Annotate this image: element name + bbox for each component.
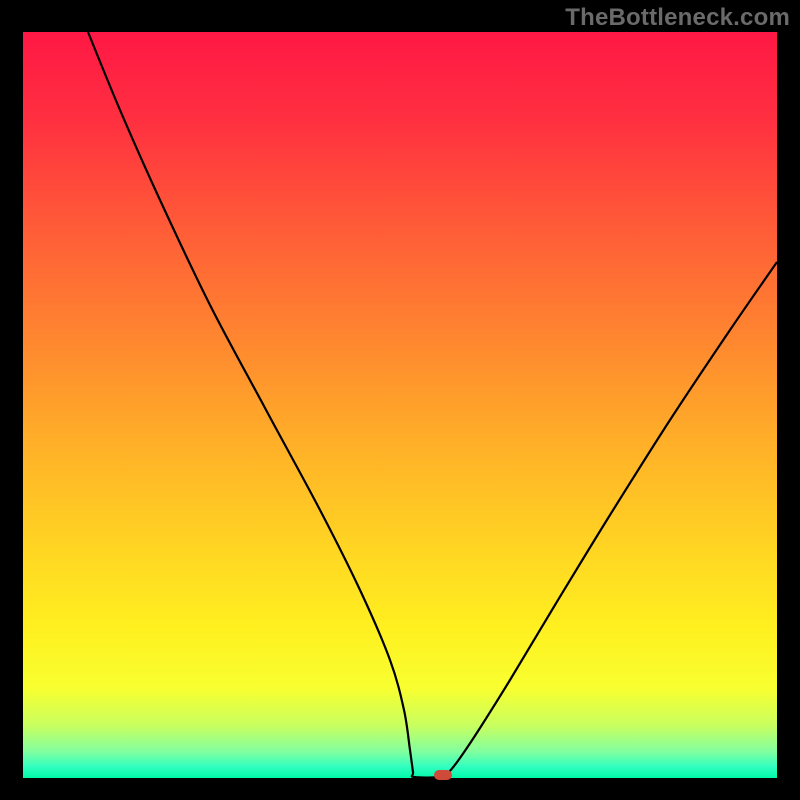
chart-container: TheBottleneck.com bbox=[0, 0, 800, 800]
optimal-point-marker bbox=[434, 770, 452, 780]
plot-background bbox=[23, 32, 777, 778]
watermark-text: TheBottleneck.com bbox=[565, 4, 790, 32]
bottleneck-chart bbox=[0, 0, 800, 800]
